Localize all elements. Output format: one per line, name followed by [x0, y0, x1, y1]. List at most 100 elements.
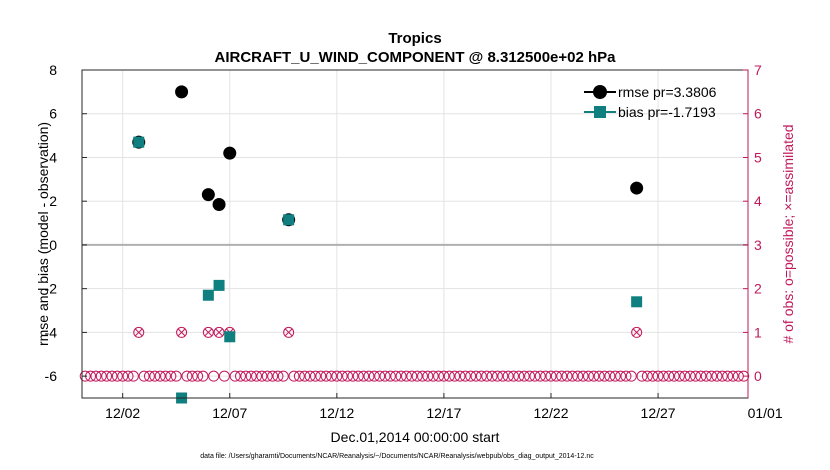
obs-possible-marker [138, 370, 150, 382]
obs-possible-marker [470, 370, 482, 382]
legend-bias-marker [594, 106, 606, 118]
obs-possible-marker [631, 326, 643, 338]
obs-possible-marker [700, 370, 712, 382]
obs-possible-marker [154, 370, 166, 382]
obs-possible-marker [127, 370, 139, 382]
obs-possible-marker [663, 370, 675, 382]
x-axis-label: Dec.01,2014 00:00:00 start [331, 429, 500, 445]
obs-possible-marker [529, 370, 541, 382]
obs-possible-marker [358, 370, 370, 382]
obs-assimilated-marker [284, 328, 293, 337]
right-tick-label: 1 [754, 324, 762, 340]
legend-rmse-label: rmse pr=3.3806 [618, 84, 717, 100]
obs-possible-marker [90, 370, 102, 382]
obs-possible-marker [738, 370, 750, 382]
obs-possible-marker [625, 370, 637, 382]
obs-possible-marker [234, 370, 246, 382]
obs-possible-marker [716, 370, 728, 382]
obs-possible-marker [101, 370, 113, 382]
obs-possible-marker [117, 370, 129, 382]
left-tick-label: 8 [49, 62, 57, 78]
obs-possible-marker [229, 370, 241, 382]
obs-possible-marker [524, 370, 536, 382]
obs-possible-marker [673, 370, 685, 382]
obs-assimilated-marker [134, 328, 143, 337]
obs-possible-marker [582, 370, 594, 382]
rmse-point [175, 85, 189, 99]
obs-possible-marker [240, 370, 252, 382]
right-tick-label: 3 [754, 237, 762, 253]
obs-possible-marker [695, 370, 707, 382]
y-axis-label-left: rmse and bias (model - observation) [35, 122, 51, 346]
obs-possible-marker [160, 370, 172, 382]
bias-point [224, 331, 236, 343]
legend-bias-label: bias pr=-1.7193 [618, 104, 716, 120]
obs-possible-marker [176, 326, 188, 338]
obs-possible-marker [165, 370, 177, 382]
obs-possible-marker [336, 370, 348, 382]
obs-possible-marker [706, 370, 718, 382]
legend-rmse-marker [593, 85, 607, 99]
right-tick-label: 6 [754, 106, 762, 122]
chart-title: Tropics [388, 30, 441, 47]
obs-possible-marker [599, 370, 611, 382]
obs-possible-marker [497, 370, 509, 382]
obs-assimilated-marker [204, 328, 213, 337]
obs-possible-marker [481, 370, 493, 382]
bias-point [213, 279, 225, 291]
obs-possible-marker [400, 370, 412, 382]
obs-possible-marker [309, 370, 321, 382]
obs-possible-marker [256, 370, 268, 382]
obs-possible-marker [508, 370, 520, 382]
obs-possible-marker [449, 370, 461, 382]
obs-possible-marker [315, 370, 327, 382]
obs-possible-marker [561, 370, 573, 382]
obs-possible-marker [395, 370, 407, 382]
left-tick-label: -6 [45, 368, 58, 384]
obs-possible-marker [534, 370, 546, 382]
bias-point [202, 289, 214, 301]
obs-possible-marker [245, 370, 257, 382]
obs-possible-marker [540, 370, 552, 382]
x-tick-label: 01/01 [748, 405, 783, 421]
obs-possible-marker [711, 370, 723, 382]
obs-possible-marker [197, 370, 209, 382]
right-tick-label: 7 [754, 62, 762, 78]
x-tick-label: 12/17 [426, 405, 461, 421]
obs-possible-marker [422, 370, 434, 382]
obs-possible-marker [465, 370, 477, 382]
bias-point [631, 296, 643, 308]
right-tick-label: 0 [754, 368, 762, 384]
x-tick-label: 12/27 [641, 405, 676, 421]
obs-possible-marker [170, 370, 182, 382]
right-axis: 7 6 5 4 3 2 1 0 [743, 62, 762, 398]
obs-possible-marker [384, 370, 396, 382]
x-tick-label: 12/02 [105, 405, 140, 421]
obs-possible-marker [304, 370, 316, 382]
left-tick-label: 0 [49, 237, 57, 253]
obs-possible-marker [293, 370, 305, 382]
obs-possible-marker [588, 370, 600, 382]
obs-possible-marker [283, 326, 295, 338]
obs-possible-marker [374, 370, 386, 382]
obs-possible-marker [722, 370, 734, 382]
rmse-point [223, 146, 237, 160]
obs-possible-marker [208, 370, 220, 382]
obs-possible-marker [320, 370, 332, 382]
obs-possible-marker [513, 370, 525, 382]
rmse-point [201, 188, 215, 202]
obs-possible-marker [267, 370, 279, 382]
obs-possible-marker [368, 370, 380, 382]
obs-possible-marker [288, 370, 300, 382]
obs-possible-marker [459, 370, 471, 382]
left-axis: 8 6 4 2 0 -2 -4 -6 [45, 62, 87, 384]
obs-possible-marker [261, 370, 273, 382]
obs-possible-marker [202, 326, 214, 338]
obs-possible-marker [502, 370, 514, 382]
obs-possible-marker [181, 370, 193, 382]
legend: rmse pr=3.3806 bias pr=-1.7193 [584, 84, 717, 120]
right-tick-label: 5 [754, 149, 762, 165]
obs-possible-marker [277, 370, 289, 382]
obs-possible-marker [331, 370, 343, 382]
obs-possible-marker [636, 370, 648, 382]
